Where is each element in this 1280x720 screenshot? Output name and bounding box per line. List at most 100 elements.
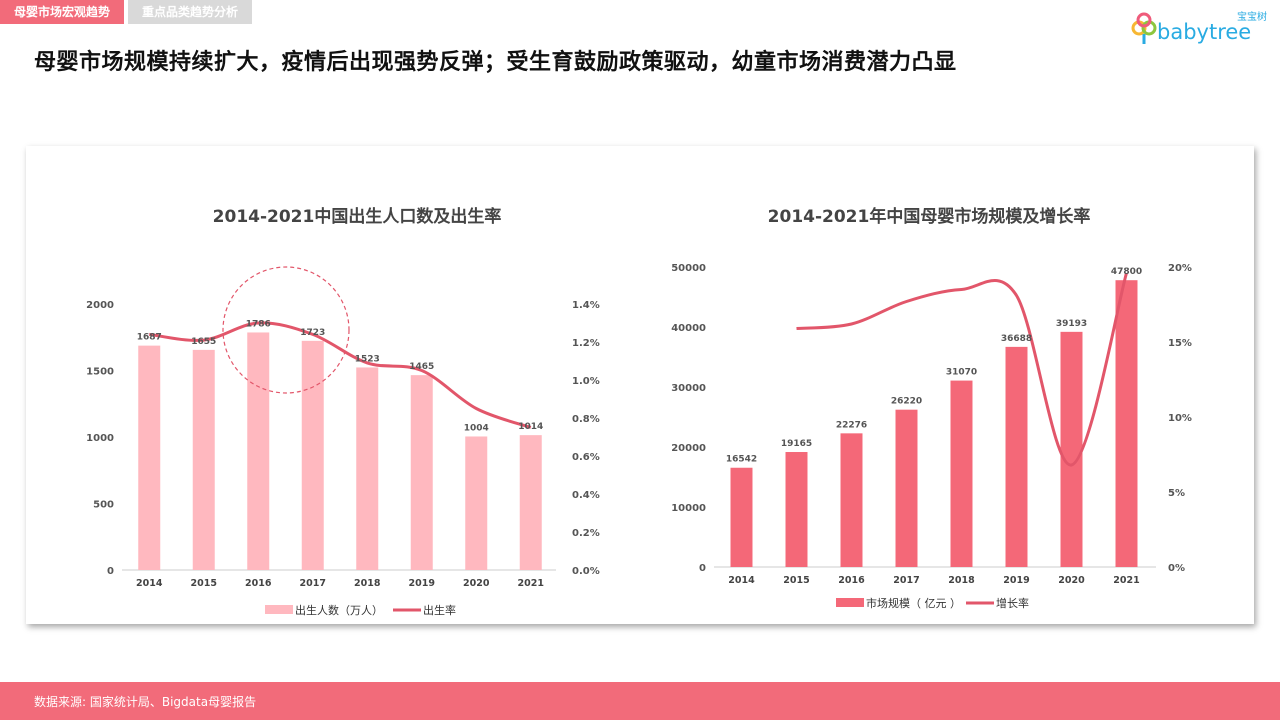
bar — [465, 436, 488, 570]
y2-tick-label: 5% — [1168, 488, 1185, 499]
bar-value-label: 36688 — [1001, 334, 1032, 344]
x-tick-label: 2021 — [518, 578, 544, 589]
x-tick-label: 2016 — [245, 578, 272, 589]
bar — [730, 467, 753, 567]
bar-value-label: 1655 — [191, 337, 216, 347]
bar — [301, 340, 324, 570]
tab-bar: 母婴市场宏观趋势 重点品类趋势分析 — [0, 0, 256, 24]
charts-canvas: 2014-2021中国出生人口数及出生率 0 500 1000 1500 2000 0.… — [86, 206, 1192, 617]
bar-value-label: 26220 — [891, 397, 922, 407]
y2-tick-label: 1.0% — [572, 376, 600, 387]
x-tick-label: 2021 — [1113, 575, 1139, 586]
y2-tick-label: 0.0% — [572, 566, 600, 577]
bar — [356, 367, 379, 570]
bar — [410, 375, 433, 570]
bar-value-label: 1723 — [300, 328, 325, 338]
y-tick-label: 1500 — [86, 367, 114, 378]
bar-value-label: 1004 — [464, 423, 489, 433]
chart-birth-population: 2014-2021中国出生人口数及出生率 0 500 1000 1500 2000 0.… — [86, 206, 600, 617]
x-tick-label: 2018 — [354, 578, 381, 589]
y-tick-label: 500 — [93, 500, 114, 511]
chart2-y-axis: 0 10000 20000 30000 40000 50000 — [671, 263, 706, 574]
x-tick-label: 2017 — [893, 575, 919, 586]
y-tick-label: 40000 — [671, 323, 706, 334]
chart1-highlight-circle — [222, 266, 350, 394]
page-headline: 母婴市场规模持续扩大，疫情后出现强势反弹；受生育鼓励政策驱动，幼童市场消费潜力凸… — [34, 50, 957, 75]
legend-bar-label: 市场规模（ 亿元 ） — [866, 596, 961, 610]
x-tick-label: 2014 — [728, 575, 755, 586]
x-tick-label: 2020 — [1058, 575, 1085, 586]
rate-line — [796, 272, 1128, 467]
x-tick-label: 2019 — [1003, 575, 1029, 586]
y-tick-label: 1000 — [86, 433, 114, 444]
tab-market-trend[interactable]: 母婴市场宏观趋势 — [0, 0, 125, 24]
babytree-logo: babytree 宝宝树 — [1131, 10, 1267, 44]
logo-tagline: 宝宝树 — [1237, 10, 1267, 23]
x-tick-label: 2019 — [409, 578, 435, 589]
footer-source: 数据来源: 国家统计局、Bigdata母婴报告 — [34, 695, 257, 709]
y2-tick-label: 0.8% — [572, 414, 600, 425]
bar — [840, 433, 863, 567]
chart2-line — [796, 272, 1128, 467]
bar — [1115, 280, 1138, 567]
footer-bar: 数据来源: 国家统计局、Bigdata母婴报告 — [0, 682, 1280, 720]
bar — [192, 349, 215, 570]
chart1-bars — [138, 332, 542, 570]
x-tick-label: 2018 — [948, 575, 975, 586]
bar — [519, 435, 542, 570]
y2-tick-label: 10% — [1168, 413, 1192, 424]
bar — [247, 332, 270, 570]
y-tick-label: 20000 — [671, 443, 706, 454]
chart2-bars — [730, 280, 1138, 567]
y2-tick-label: 0.2% — [572, 528, 600, 539]
bar — [785, 452, 808, 567]
legend-line-label: 增长率 — [996, 596, 1029, 610]
chart1-line — [149, 321, 532, 429]
chart1-data-labels: 1687 1655 1786 1723 1523 1465 1004 1014 — [137, 319, 544, 433]
y-tick-label: 10000 — [671, 503, 706, 514]
bar — [950, 380, 973, 567]
bar-value-label: 19165 — [781, 439, 812, 449]
bar-value-label: 1523 — [355, 354, 380, 364]
bar-value-label: 31070 — [946, 368, 977, 378]
bar — [895, 409, 918, 567]
chart2-data-labels: 16542 19165 22276 26220 31070 36688 39193 47800 — [726, 267, 1142, 465]
chart-market-size: 2014-2021年中国母婴市场规模及增长率 0 10000 20000 30000 4… — [671, 206, 1192, 610]
rate-line — [149, 321, 532, 429]
chart2-title: 2014-2021年中国母婴市场规模及增长率 — [768, 206, 1091, 227]
bar-value-label: 1014 — [518, 422, 543, 432]
y-tick-label: 0 — [699, 563, 706, 574]
x-tick-label: 2016 — [838, 575, 865, 586]
x-tick-label: 2015 — [783, 575, 809, 586]
chart1-y-axis: 0 500 1000 1500 2000 — [86, 300, 114, 577]
y-tick-label: 30000 — [671, 383, 706, 394]
tab-category-trend[interactable]: 重点品类趋势分析 — [128, 0, 253, 24]
y2-tick-label: 0% — [1168, 563, 1185, 574]
x-tick-label: 2020 — [463, 578, 490, 589]
x-tick-label: 2014 — [136, 578, 163, 589]
bar — [138, 345, 161, 570]
bar-value-label: 1465 — [409, 362, 434, 372]
legend-line-label: 出生率 — [423, 603, 456, 617]
bar-value-label: 1687 — [137, 333, 162, 343]
chart2-legend: 市场规模（ 亿元 ） 增长率 — [836, 596, 1029, 610]
y-tick-label: 0 — [107, 566, 114, 577]
chart1-y2-axis: 0.0% 0.2% 0.4% 0.6% 0.8% 1.0% 1.2% 1.4% — [572, 300, 600, 577]
x-tick-label: 2017 — [300, 578, 326, 589]
bar-value-label: 39193 — [1056, 319, 1087, 329]
bar — [1005, 346, 1028, 567]
chart1-x-axis: 2014 2015 2016 2017 2018 2019 2020 2021 — [136, 578, 544, 589]
chart2-y2-axis: 0% 5% 10% 15% 20% — [1168, 263, 1192, 574]
y2-tick-label: 1.4% — [572, 300, 600, 311]
bar — [1060, 331, 1083, 567]
y2-tick-label: 0.6% — [572, 452, 600, 463]
chart2-x-axis: 2014 2015 2016 2017 2018 2019 2020 2021 — [728, 575, 1139, 586]
charts-panel: 2014-2021中国出生人口数及出生率 0 500 1000 1500 2000 0.… — [26, 146, 1254, 624]
y-tick-label: 2000 — [86, 300, 114, 311]
legend-bar-swatch — [836, 598, 864, 607]
y2-tick-label: 1.2% — [572, 338, 600, 349]
y2-tick-label: 20% — [1168, 263, 1192, 274]
legend-bar-label: 出生人数（万人） — [295, 603, 383, 617]
chart1-legend: 出生人数（万人） 出生率 — [265, 603, 456, 617]
bar-value-label: 22276 — [836, 420, 867, 430]
